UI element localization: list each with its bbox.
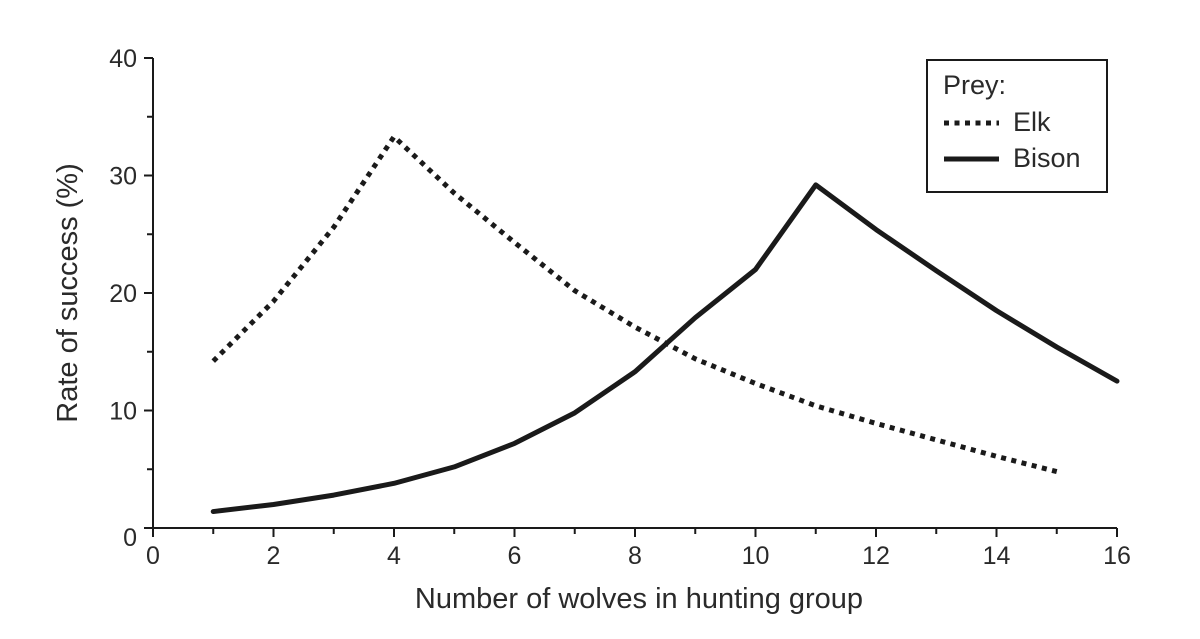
y-axis-title: Rate of success (%) — [52, 163, 84, 422]
series-group — [210, 134, 1120, 515]
legend: Prey:Elk Bison — [926, 59, 1108, 193]
x-tick-label: 8 — [628, 542, 642, 570]
y-tick-label: 10 — [109, 398, 137, 426]
x-axis-title: Number of wolves in hunting group — [415, 583, 863, 615]
legend-box — [926, 59, 1108, 193]
y-tick-label: 20 — [109, 280, 137, 308]
y-tick-label: 30 — [109, 163, 137, 191]
legend-label-elk: Elk — [1013, 107, 1051, 137]
x-tick-label: 10 — [742, 542, 770, 570]
series-line-bison — [210, 182, 1120, 515]
axes: 0 2 4 6 8 10 12 14 16 0 10 20 30 40 Number of wolves i… — [52, 45, 1131, 615]
y-tick-label: 0 — [123, 524, 137, 552]
legend-label-bison: Bison — [1013, 143, 1081, 173]
x-tick-label: 16 — [1103, 542, 1131, 570]
x-tick-label: 4 — [387, 542, 401, 570]
legend-title: Prey: — [943, 70, 1006, 100]
x-tick-label: 2 — [267, 542, 281, 570]
x-tick-label: 12 — [862, 542, 890, 570]
x-tick-label: 14 — [983, 542, 1011, 570]
x-tick-label: 6 — [508, 542, 522, 570]
x-tick-label: 0 — [146, 542, 160, 570]
y-tick-label: 40 — [109, 45, 137, 73]
